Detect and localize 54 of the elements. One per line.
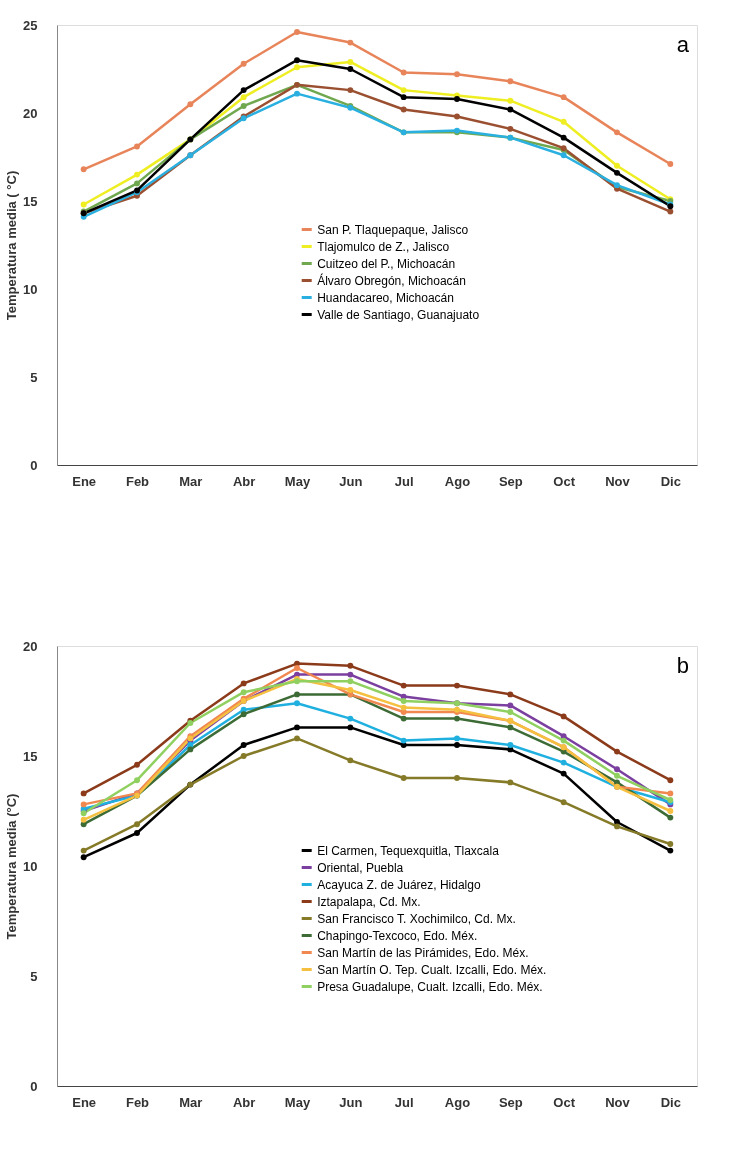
x-tick-label: May [284,473,311,489]
y-tick-label: 0 [30,457,38,473]
y-tick-label: 15 [23,193,38,209]
x-tick-label: Jun [339,1094,363,1110]
legend-label: San Martín de las Pirámides, Edo. Méx. [317,945,529,960]
y-tick-label: 20 [23,638,38,654]
x-tick-label: Abr [232,473,256,489]
legend-label: San P. Tlaquepaque, Jalisco [317,222,469,237]
x-tick-label: Nov [605,1094,631,1110]
x-tick-label: Sep [498,1094,523,1110]
x-tick-label: Ago [444,1094,471,1110]
x-tick-label: Jun [339,473,363,489]
x-tick-label: Dic [660,473,681,489]
y-axis-title: Temperatura media ( °C) [4,170,20,321]
y-tick-label: 5 [30,968,38,984]
legend-label: Tlajomulco de Z., Jalisco [317,239,450,254]
x-tick-label: Sep [498,473,523,489]
x-tick-label: Dic [660,1094,681,1110]
legend-label: San Francisco T. Xochimilco, Cd. Mx. [317,911,516,926]
x-tick-label: Ene [72,473,97,489]
y-tick-label: 15 [23,748,38,764]
legend-label: San Martín O. Tep. Cualt. Izcalli, Edo. Méx. [317,962,547,977]
x-tick-label: Nov [605,473,631,489]
legend-label: Chapingo-Texcoco, Edo. Méx. [317,928,478,943]
x-tick-label: Abr [232,1094,256,1110]
legend-label: Iztapalapa, Cd. Mx. [317,894,421,909]
y-tick-label: 10 [23,281,38,297]
x-tick-label: Jul [394,1094,414,1110]
x-tick-label: Oct [553,473,576,489]
x-tick-label: May [284,1094,311,1110]
legend-label: Cuitzeo del P., Michoacán [317,256,456,271]
annotation: a [676,32,690,57]
y-tick-label: 5 [30,369,38,385]
legend-label: Valle de Santiago, Guanajuato [317,307,480,322]
legend-label: Huandacareo, Michoacán [317,290,454,305]
x-tick-label: Feb [125,1094,150,1110]
legend-label: El Carmen, Tequexquitla, Tlaxcala [317,843,500,858]
x-tick-label: Feb [125,473,150,489]
y-tick-label: 20 [23,105,38,121]
x-tick-label: Oct [553,1094,576,1110]
y-axis-title: Temperatura media (°C) [4,793,20,940]
x-tick-label: Ene [72,1094,97,1110]
x-tick-label: Mar [179,1094,203,1110]
legend-label: Presa Guadalupe, Cualt. Izcalli, Edo. Méx. [317,979,543,994]
x-tick-label: Mar [179,473,203,489]
legend-label: Álvaro Obregón, Michoacán [317,272,466,288]
y-tick-label: 0 [30,1078,38,1094]
y-tick-label: 10 [23,858,38,874]
legend-label: Oriental, Puebla [317,860,404,875]
legend-label: Acayuca Z. de Juárez, Hidalgo [317,877,481,892]
x-tick-label: Jul [394,473,414,489]
annotation: b [676,653,689,678]
y-tick-label: 25 [23,17,38,33]
x-tick-label: Ago [444,473,471,489]
